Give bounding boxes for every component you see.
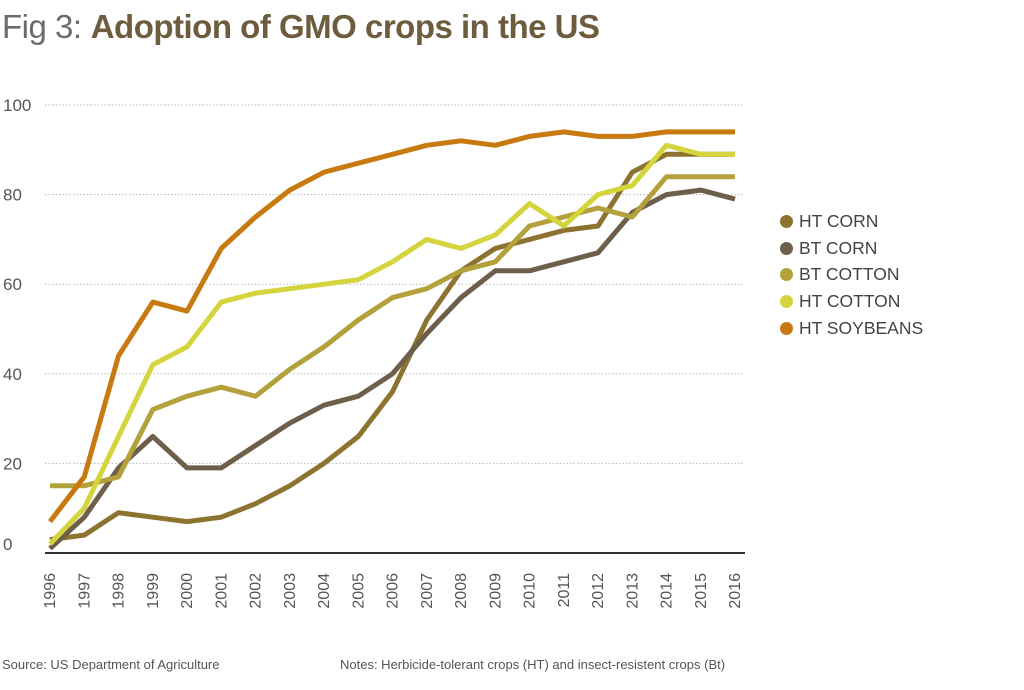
series-line-bt-corn bbox=[48, 187, 736, 551]
legend-label: BT CORN bbox=[799, 237, 878, 258]
series-line-bt-cotton bbox=[50, 174, 735, 489]
x-tick-label: 2010 bbox=[522, 573, 539, 609]
legend-swatch bbox=[780, 241, 793, 255]
legend-item: BT CORN bbox=[780, 235, 923, 262]
legend: HT CORN BT CORN BT COTTON HT COTTON HT SOYBE… bbox=[780, 208, 923, 341]
legend-label: BT COTTON bbox=[799, 264, 900, 285]
chart-title-text: Adoption of GMO crops in the US bbox=[90, 8, 600, 45]
y-tick-label: 0 bbox=[3, 535, 12, 554]
x-axis-ticks: 1996 1997 1998 1999 2000 2001 2002 2003 2004 2005… bbox=[42, 573, 744, 609]
chart-title: Fig 3: Adoption of GMO crops in the US bbox=[2, 8, 600, 46]
y-tick-label: 40 bbox=[3, 365, 22, 384]
x-tick-label: 2007 bbox=[419, 573, 436, 609]
y-axis-ticks: 0 20 40 60 80 100 bbox=[3, 96, 31, 554]
x-tick-label: 1998 bbox=[111, 573, 128, 609]
legend-item: HT SOYBEANS bbox=[780, 315, 923, 342]
x-tick-label: 2011 bbox=[556, 573, 573, 608]
series-lines bbox=[48, 129, 736, 551]
x-tick-label: 2016 bbox=[727, 573, 744, 609]
x-tick-label: 2008 bbox=[453, 573, 470, 609]
x-tick-label: 2000 bbox=[179, 573, 196, 609]
legend-label: HT CORN bbox=[799, 210, 879, 231]
notes-text: Notes: Herbicide-tolerant crops (HT) and… bbox=[340, 657, 726, 672]
legend-swatch bbox=[780, 268, 793, 282]
x-tick-label: 1999 bbox=[145, 573, 162, 609]
legend-label: HT COTTON bbox=[799, 290, 901, 311]
source-note: Source: US Department of Agriculture bbox=[2, 657, 220, 672]
legend-item: HT COTTON bbox=[780, 288, 923, 315]
legend-item: HT CORN bbox=[780, 208, 923, 235]
x-tick-label: 2001 bbox=[213, 573, 230, 609]
x-tick-label: 2003 bbox=[282, 573, 299, 609]
legend-swatch bbox=[780, 294, 793, 308]
x-tick-label: 2006 bbox=[385, 573, 402, 609]
x-tick-label: 2015 bbox=[693, 573, 710, 609]
legend-item: BT COTTON bbox=[780, 261, 923, 288]
x-tick-label: 2004 bbox=[316, 573, 333, 609]
legend-swatch bbox=[780, 321, 793, 335]
y-tick-label: 80 bbox=[3, 186, 22, 205]
series-line-ht-soybeans bbox=[48, 129, 735, 524]
x-tick-label: 1997 bbox=[76, 573, 93, 609]
x-tick-label: 2014 bbox=[659, 573, 676, 609]
x-tick-label: 2002 bbox=[248, 573, 265, 609]
x-tick-label: 2005 bbox=[350, 573, 367, 609]
figure-number: Fig 3: bbox=[2, 8, 82, 45]
y-tick-label: 100 bbox=[3, 96, 31, 115]
y-tick-label: 20 bbox=[3, 454, 22, 473]
x-tick-label: 2012 bbox=[590, 573, 607, 609]
x-tick-label: 1996 bbox=[42, 573, 59, 609]
series-line-ht-cotton bbox=[48, 142, 735, 546]
x-tick-label: 2009 bbox=[487, 573, 504, 609]
y-tick-label: 60 bbox=[3, 275, 22, 294]
legend-label: HT SOYBEANS bbox=[799, 317, 924, 338]
legend-swatch bbox=[780, 214, 793, 228]
x-tick-label: 2013 bbox=[624, 573, 641, 609]
